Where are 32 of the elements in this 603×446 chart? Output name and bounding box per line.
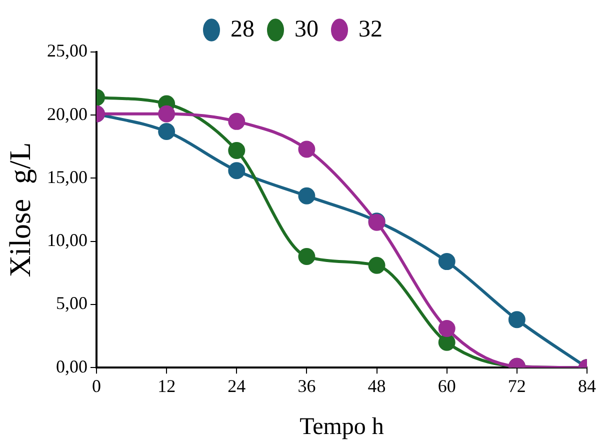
x-tick-label: 0 xyxy=(92,376,101,396)
y-tick-label: 15,00 xyxy=(47,166,88,187)
x-tick-label: 48 xyxy=(368,376,386,396)
x-tick-label: 36 xyxy=(298,376,316,396)
legend-label: 32 xyxy=(358,16,382,42)
legend-label: 28 xyxy=(230,16,254,42)
point xyxy=(438,253,456,270)
x-tick-label: 84 xyxy=(578,376,596,396)
point xyxy=(508,311,526,328)
x-tick-label: 72 xyxy=(508,376,526,396)
point xyxy=(368,256,386,274)
point xyxy=(298,140,316,158)
point xyxy=(228,112,246,130)
point xyxy=(438,320,456,337)
y-tick-label: 5,00 xyxy=(56,293,88,314)
y-tick-label: 20,00 xyxy=(47,104,88,124)
legend-label: 30 xyxy=(294,16,318,42)
y-tick-label: 25,00 xyxy=(47,40,88,61)
point xyxy=(298,187,316,204)
y-tick-label: 10,00 xyxy=(47,230,88,250)
point xyxy=(298,248,316,266)
point xyxy=(438,334,456,351)
y-tick-label: 0,00 xyxy=(56,356,88,376)
point xyxy=(158,105,176,122)
x-tick-label: 60 xyxy=(438,376,456,396)
y-axis-title: Xilose g/L xyxy=(4,142,37,278)
x-tick-label: 24 xyxy=(228,376,246,396)
point xyxy=(228,162,246,180)
x-tick-label: 12 xyxy=(158,376,176,396)
point xyxy=(228,142,246,159)
point xyxy=(158,123,176,140)
x-axis-title: Tempo h xyxy=(300,414,384,440)
